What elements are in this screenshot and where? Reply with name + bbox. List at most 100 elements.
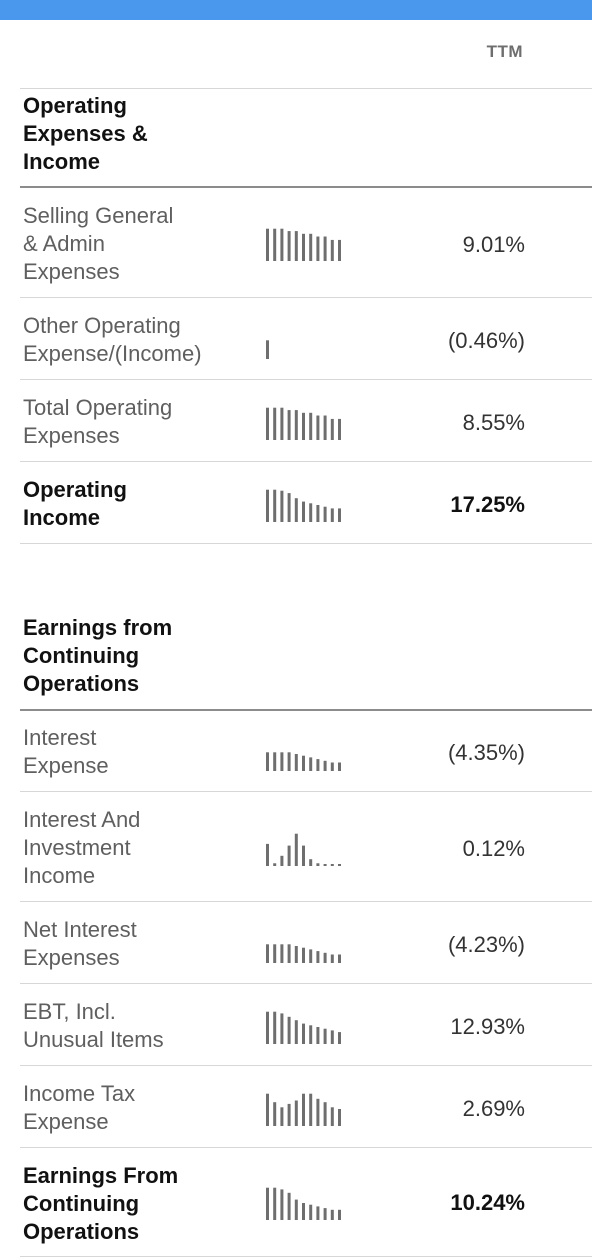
spark-bar (338, 418, 341, 440)
spark-bar (323, 415, 327, 440)
spark-bar (302, 412, 305, 440)
row-label: Earnings From Continuing Operations (23, 1163, 179, 1244)
spark-bar (273, 1102, 277, 1126)
row-label: Interest Expense (23, 725, 109, 778)
spark-bar (294, 410, 298, 440)
spark-bar (287, 1192, 291, 1220)
spark-bar (338, 954, 341, 963)
spark-bar (323, 864, 327, 866)
spark-bar (330, 1107, 334, 1126)
spark-bar (330, 239, 334, 261)
spark-bar (273, 944, 277, 963)
header-divider (20, 88, 592, 89)
spark-bar (273, 228, 277, 261)
sparkline (266, 340, 269, 359)
spark-bar (302, 1203, 305, 1220)
spark-bar (287, 410, 291, 440)
section-divider (20, 186, 592, 188)
spark-bar (338, 1032, 341, 1044)
row-divider (20, 1065, 592, 1066)
spark-bar (287, 944, 291, 963)
spark-bar (302, 845, 305, 866)
spark-bar (280, 752, 284, 771)
spark-bar (309, 757, 313, 771)
spark-bar (338, 762, 341, 771)
row-value: 12.93% (450, 1014, 525, 1039)
spark-bar (309, 859, 313, 866)
spark-bar (273, 752, 277, 771)
spark-bar (287, 1016, 291, 1044)
row-value: 10.24% (450, 1190, 525, 1215)
row-divider (20, 983, 592, 984)
row-divider (20, 297, 592, 298)
spark-bar (330, 954, 334, 963)
spark-bar (294, 833, 298, 866)
sparkline (266, 752, 341, 771)
spark-bar (330, 864, 334, 866)
row-label: Operating Income (23, 477, 127, 530)
spark-bar (316, 1027, 320, 1044)
section-heading-operating: Operating Expenses & Income (23, 93, 148, 174)
spark-bar (280, 1107, 284, 1126)
spark-bar (323, 506, 327, 522)
spark-bar (266, 1011, 269, 1044)
spark-bar (287, 845, 291, 866)
spark-bar (280, 228, 284, 261)
spark-bar (316, 951, 320, 963)
row-label: Net Interest Expenses (23, 917, 137, 970)
spark-bar (266, 944, 269, 963)
row-divider (20, 1256, 592, 1257)
spark-bar (294, 946, 298, 963)
spark-bar (323, 1028, 327, 1044)
spark-bar (330, 508, 334, 522)
spark-bar (309, 1093, 313, 1126)
row-divider (20, 901, 592, 902)
row-value: 8.55% (462, 410, 525, 435)
sparkline (266, 1011, 341, 1044)
row-value: 17.25% (450, 492, 525, 517)
spark-bar (338, 1209, 341, 1220)
spark-bar (266, 489, 269, 522)
section-heading-earnings: Earnings from Continuing Operations (23, 615, 173, 696)
spark-bar (280, 1013, 284, 1044)
ttm-column-header: TTM (486, 42, 523, 61)
row-value: (4.35%) (447, 740, 525, 765)
spark-bar (309, 233, 313, 261)
spark-bar (316, 415, 320, 440)
sparkline (266, 407, 341, 440)
spark-bar (266, 1187, 269, 1220)
row-divider (20, 461, 592, 462)
spark-bar (309, 1204, 313, 1220)
spark-bar (294, 231, 298, 261)
sparkline (266, 944, 341, 963)
sparkline (266, 489, 341, 522)
spark-bar (273, 863, 277, 866)
spark-bar (294, 498, 298, 522)
top-accent-bar (0, 0, 592, 20)
spark-bar (294, 1100, 298, 1126)
spark-bar (294, 1020, 298, 1044)
sparkline (266, 1093, 341, 1126)
spark-bar (280, 855, 284, 866)
row-label: Other Operating Expense/(Income) (23, 313, 202, 366)
spark-bar (316, 1206, 320, 1220)
spark-bar (287, 231, 291, 261)
row-divider (20, 543, 592, 544)
spark-bar (316, 1098, 320, 1126)
spark-bar (294, 1199, 298, 1220)
spark-bar (330, 1030, 334, 1044)
spark-bar (302, 947, 305, 963)
spark-bar (302, 1023, 305, 1044)
spark-bar (287, 1103, 291, 1126)
spark-bar (338, 508, 341, 522)
spark-bar (316, 759, 320, 771)
spark-bar (338, 239, 341, 261)
spark-bar (287, 493, 291, 522)
row-divider (20, 1147, 592, 1148)
spark-bar (280, 944, 284, 963)
row-label: Total Operating Expenses (23, 395, 173, 448)
row-value: (4.23%) (447, 932, 525, 957)
spark-bar (330, 762, 334, 771)
spark-bar (309, 503, 313, 522)
spark-bar (338, 864, 341, 866)
